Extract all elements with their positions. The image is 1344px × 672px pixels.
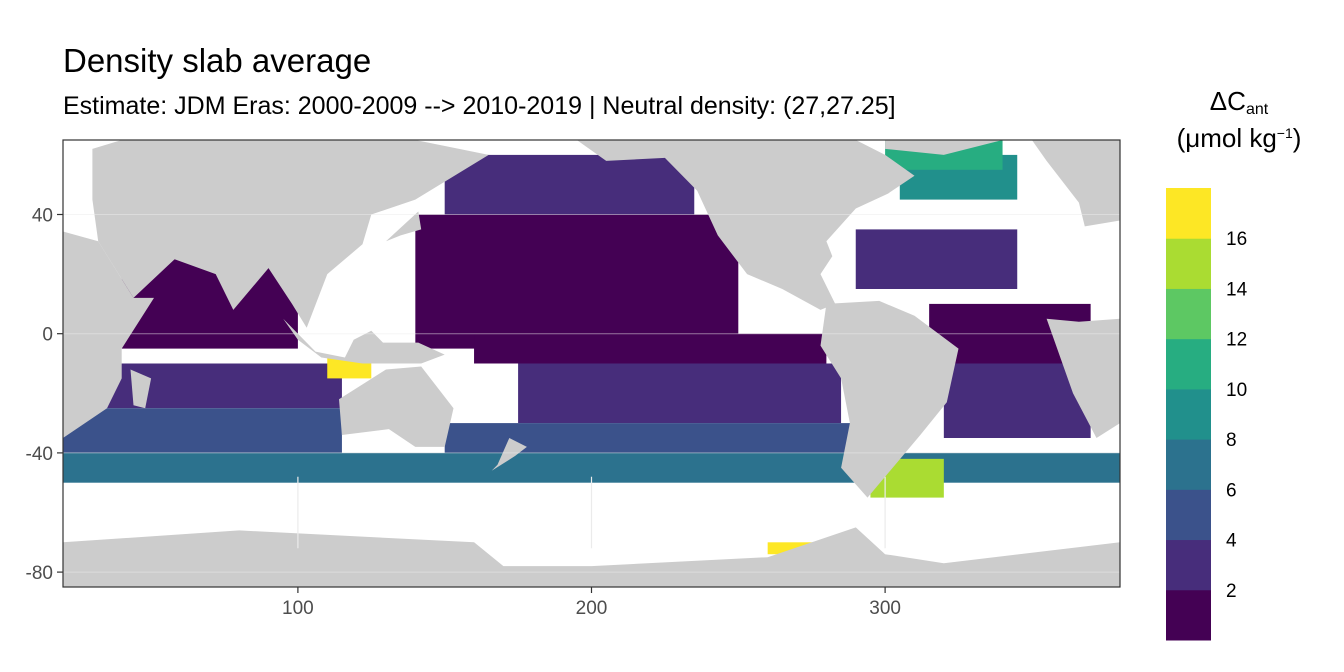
land-mask bbox=[1031, 140, 1120, 227]
chart-subtitle: Estimate: JDM Eras: 2000-2009 --> 2010-2… bbox=[63, 92, 896, 120]
legend-symbol: ΔC bbox=[1209, 86, 1246, 116]
land-mask bbox=[130, 369, 152, 409]
legend-tick-label: 8 bbox=[1226, 430, 1237, 451]
land-mask bbox=[885, 140, 1003, 155]
legend-unit: (μmol kg bbox=[1176, 122, 1277, 153]
legend-tick-label: 6 bbox=[1226, 480, 1237, 501]
legend-unit-exponent: −1 bbox=[1276, 124, 1293, 141]
heatmap-cell bbox=[943, 363, 1091, 438]
land-mask bbox=[92, 140, 489, 328]
color-legend: 2 4 6 8 10 12 14 16 bbox=[1166, 188, 1248, 641]
legend-color-step bbox=[1166, 238, 1211, 289]
heatmap-cell bbox=[415, 214, 739, 349]
land-mask bbox=[576, 140, 915, 310]
map-panel bbox=[63, 140, 1120, 587]
legend-color-step bbox=[1166, 439, 1211, 490]
legend-tick-label: 4 bbox=[1226, 531, 1237, 552]
legend-tick-label: 2 bbox=[1226, 581, 1237, 602]
legend-color-step bbox=[1166, 589, 1211, 641]
legend-color-step bbox=[1166, 338, 1211, 390]
heatmap-cell bbox=[518, 363, 842, 424]
chart-title: Density slab average bbox=[63, 42, 372, 79]
legend-color-step bbox=[1166, 188, 1211, 239]
y-tick-label: 0 bbox=[42, 325, 53, 346]
x-tick-label: 300 bbox=[869, 598, 901, 619]
legend-color-step bbox=[1166, 539, 1211, 591]
land-mask bbox=[820, 300, 959, 498]
heatmap-cell bbox=[474, 333, 827, 364]
x-tick-label: 100 bbox=[282, 598, 314, 619]
heatmap-cell bbox=[63, 408, 342, 453]
legend-color-step bbox=[1166, 489, 1211, 541]
land-mask bbox=[1046, 318, 1120, 438]
legend-color-step bbox=[1166, 388, 1211, 440]
legend-tick-label: 16 bbox=[1226, 229, 1247, 250]
land-mask bbox=[491, 438, 527, 471]
heatmap-cell bbox=[855, 229, 1018, 289]
land-mask bbox=[63, 231, 154, 438]
heatmap-cell bbox=[444, 154, 695, 215]
legend-tick-label: 14 bbox=[1226, 279, 1248, 300]
x-tick-label: 200 bbox=[576, 598, 608, 619]
legend-tick-label: 10 bbox=[1226, 380, 1247, 401]
y-tick-label: -80 bbox=[26, 563, 53, 584]
legend-symbol-subscript: ant bbox=[1245, 101, 1269, 118]
land-mask bbox=[386, 211, 422, 242]
y-tick-label: 40 bbox=[32, 206, 53, 227]
land-mask bbox=[283, 318, 445, 364]
legend-color-step bbox=[1166, 288, 1211, 340]
legend-unit-close: ) bbox=[1292, 122, 1302, 153]
y-tick-label: -40 bbox=[26, 444, 53, 465]
land-mask bbox=[339, 366, 454, 447]
legend-title: ΔCant (μmol kg−1) bbox=[1164, 84, 1314, 156]
legend-tick-label: 12 bbox=[1226, 330, 1247, 351]
